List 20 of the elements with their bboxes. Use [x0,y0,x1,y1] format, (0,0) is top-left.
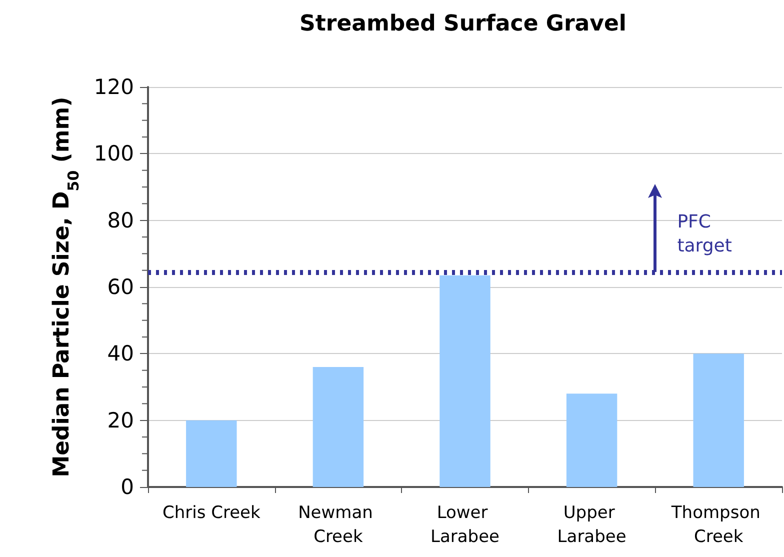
y-tick-label: 20 [107,408,134,432]
bar [312,367,364,487]
bar [186,420,237,487]
y-tick-label: 120 [94,75,134,99]
x-tick-label: Chris Creek [162,503,260,523]
y-axis-title: Median Particle Size, D50 (mm) [50,96,82,478]
x-tick-label: Thompson Creek [670,503,766,547]
y-tick-label: 40 [107,342,134,366]
x-tick-label: Lower Larabee [430,503,500,547]
y-tick-label: 80 [107,208,134,232]
y-tick-label: 100 [94,142,134,166]
y-tick-label: 0 [120,475,134,499]
ref-line-label: PFC target [677,212,732,256]
bar [693,354,744,487]
y-tick-label: 60 [107,275,134,299]
bar [440,275,490,487]
bar [566,394,618,487]
x-tick-label: Newman Creek [298,503,378,547]
x-tick-label: Upper Larabee [557,503,626,547]
chart-title: Streambed Surface Gravel [300,12,626,36]
